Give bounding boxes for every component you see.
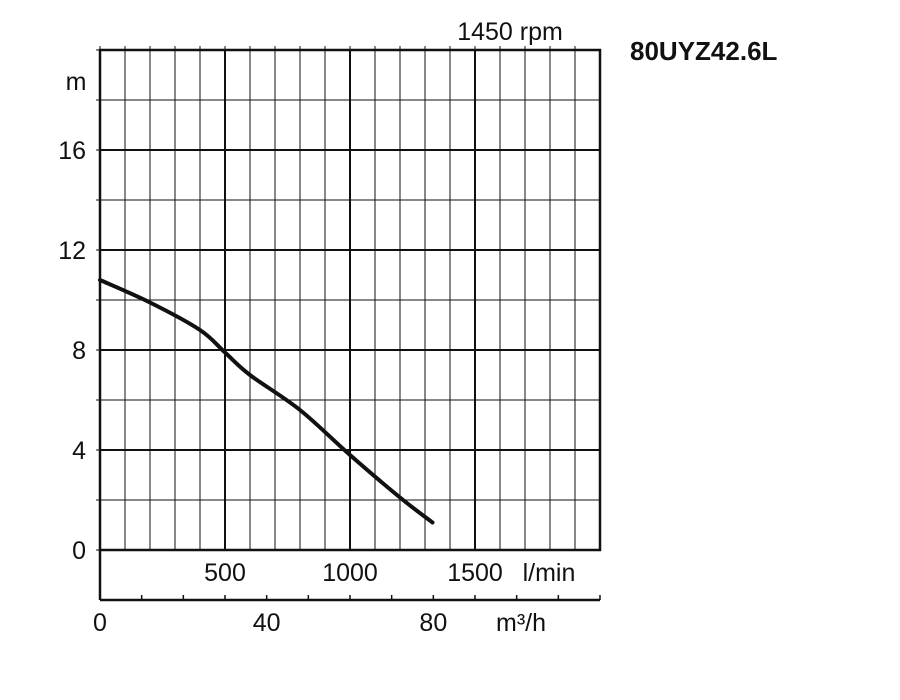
plot-frame: [96, 46, 602, 602]
head-curve: [98, 278, 435, 525]
y-tick-label: 16: [58, 137, 86, 165]
y-tick-label: 12: [58, 237, 86, 265]
x-tick-label-m3h: 80: [419, 609, 447, 637]
speed-label: 1450 rpm: [457, 18, 563, 46]
x-tick-label-lmin: 1000: [322, 559, 378, 587]
x-tick-label-m3h: 40: [253, 609, 281, 637]
x-tick-label-lmin: 1500: [447, 559, 503, 587]
y-tick-label: 0: [72, 537, 86, 565]
x-tick-label-m3h: 0: [93, 609, 107, 637]
x-tick-label-lmin: 500: [204, 559, 246, 587]
grid-lines: [100, 50, 600, 550]
x-axis-unit-lmin: l/min: [523, 559, 576, 587]
y-tick-label: 4: [72, 437, 86, 465]
curve-layer: [98, 278, 435, 525]
label-layer: 1450 rpm 80UYZ42.6L m l/min m³/h 0 4 8 12 16…: [58, 18, 777, 637]
x-axis-unit-m3h: m³/h: [496, 609, 546, 637]
y-axis-unit: m: [66, 68, 87, 96]
y-tick-label: 8: [72, 337, 86, 365]
model-label: 80UYZ42.6L: [630, 36, 778, 66]
